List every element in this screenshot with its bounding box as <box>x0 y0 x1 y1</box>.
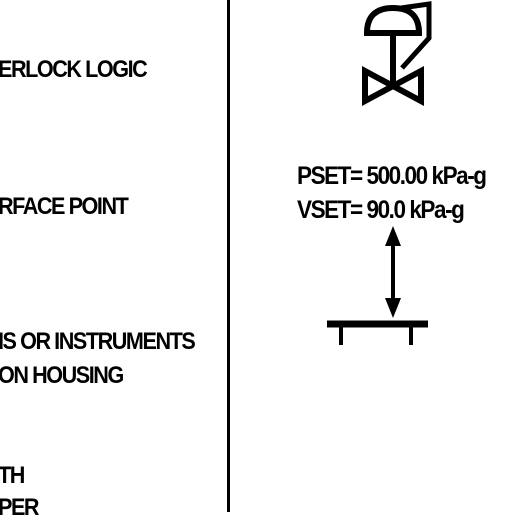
legend-instruments-line1: IS OR INSTRUMENTS <box>0 328 196 355</box>
valve-body <box>362 65 424 107</box>
arrow-head-down <box>385 298 401 318</box>
setpoint-arrow <box>385 226 401 318</box>
process-line-tap <box>327 320 428 345</box>
valve-actuator-dome <box>363 4 423 36</box>
control-valve-symbol <box>362 1 432 107</box>
legend-interlock-logic: ERLOCK LOGIC <box>0 56 148 83</box>
column-divider <box>227 0 230 512</box>
legend-interface-point: RFACE POINT <box>0 193 129 220</box>
valve-positioner-arm <box>400 1 432 70</box>
arrow-head-up <box>385 226 401 246</box>
vset-label: VSET= 90.0 kPa-g <box>297 196 465 224</box>
legend-instruments-line2: ON HOUSING <box>0 362 124 389</box>
legend-row4-line1: TH <box>0 462 25 489</box>
pset-label: PSET= 500.00 kPa-g <box>297 162 487 190</box>
